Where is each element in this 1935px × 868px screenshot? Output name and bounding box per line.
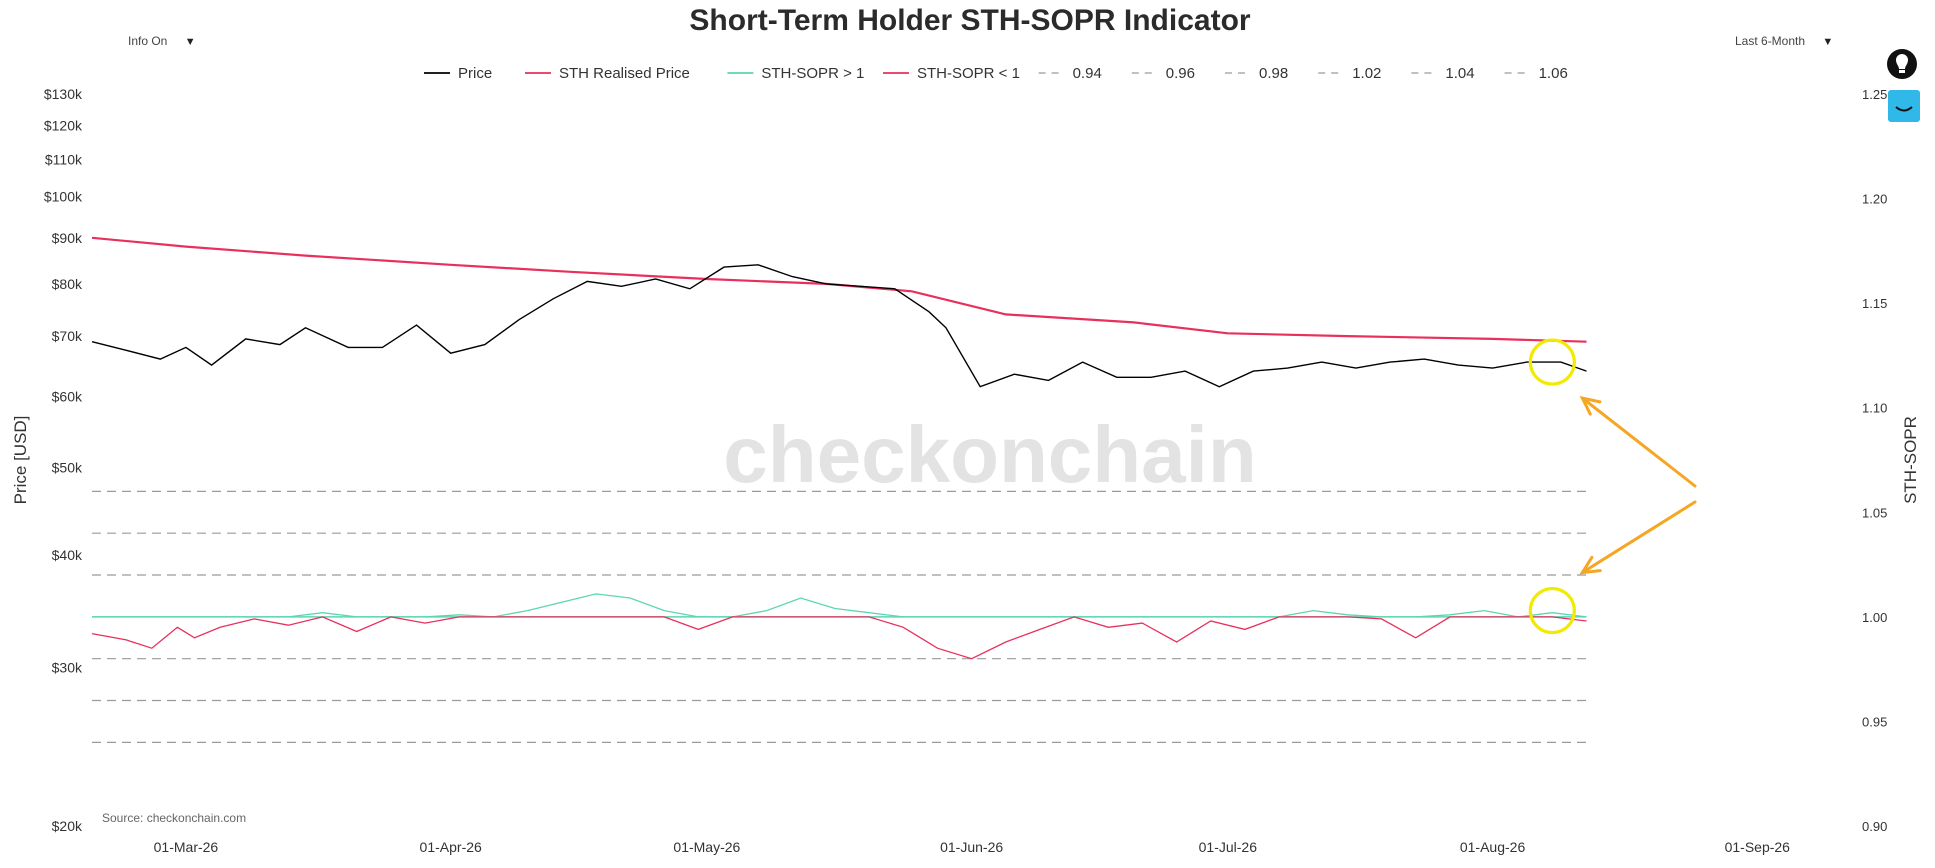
y-left-tick-label: $90k [52,230,83,246]
series-layer [91,236,1587,660]
y-left-tick-label: $50k [52,460,83,476]
chart-tools-icon[interactable] [1888,90,1920,122]
x-tick-label: 01-Apr-26 [420,839,482,855]
legend-item: STH-SOPR < 1 [883,65,1020,82]
legend-item: 0.96 [1131,65,1195,82]
y-left-tick-label: $110k [45,151,83,167]
y-right-tick-label: 1.00 [1862,610,1887,625]
chevron-down-icon: ▼ [184,36,196,48]
annotation-arrow [1580,396,1697,488]
y-left-tick-label: $80k [52,276,83,292]
info-dropdown[interactable]: Info On ▼ [128,34,196,48]
legend-label: STH Realised Price [559,65,690,82]
legend-label: 0.96 [1166,65,1195,82]
legend-label: 1.04 [1445,65,1474,82]
legend-label: 1.02 [1352,65,1381,82]
y-left-tick-label: $130k [44,86,83,102]
arrowhead [1579,395,1602,416]
legend-item: 1.06 [1504,65,1568,82]
range-dropdown-label: Last 6-Month [1735,34,1806,48]
arrowhead [1579,555,1602,575]
legend-label: STH-SOPR < 1 [917,65,1020,82]
y-right-tick-label: 1.25 [1862,87,1887,102]
legend-label: STH-SOPR > 1 [761,65,864,82]
x-tick-label: 01-May-26 [673,839,740,855]
annotations [1528,338,1697,635]
legend-label: 1.06 [1539,65,1568,82]
annotation-circle [1528,338,1576,386]
chart-title: Short-Term Holder STH-SOPR Indicator [689,4,1250,37]
y-left-tick-label: $30k [52,659,83,675]
y-left-tick-label: $100k [44,189,83,205]
legend-item: 0.94 [1038,65,1102,82]
right-y-axis: 0.90 0.95 1.00 1.05 1.10 1.15 1.20 1.25 [1862,87,1887,834]
y-left-tick-label: $120k [44,117,83,133]
x-tick-label: 01-Sep-26 [1725,839,1791,855]
legend-item: 1.02 [1318,65,1381,82]
price-line [91,264,1587,388]
source-label: Source: checkonchain.com [102,811,246,825]
y-right-tick-label: 0.95 [1862,714,1887,729]
legend-item: STH Realised Price [525,65,690,82]
watermark: checkonchain [723,410,1257,499]
y-left-label: Price [USD] [11,416,30,505]
sth-sopr-below-1-line [91,616,1587,660]
legend-item: 1.04 [1411,65,1475,82]
legend-item: 0.98 [1225,65,1288,82]
info-dropdown-label: Info On [128,34,168,48]
x-tick-label: 01-Aug-26 [1460,839,1526,855]
x-tick-label: 01-Jun-26 [940,839,1003,855]
annotation-circle [1528,586,1576,635]
legend-label: Price [458,65,492,82]
y-left-tick-label: $20k [52,818,83,834]
sth-realised-price-line [91,236,1587,343]
range-dropdown[interactable]: Last 6-Month ▼ [1735,34,1833,48]
x-tick-label: 01-Jul-26 [1199,839,1258,855]
legend-item: Price [424,65,492,82]
chevron-down-icon: ▼ [1822,36,1834,48]
y-right-tick-label: 1.10 [1862,401,1887,416]
y-right-tick-label: 1.05 [1862,505,1887,520]
checkonchain-logo-icon[interactable] [1886,48,1918,80]
legend: Price STH Realised Price STH-SOPR > 1 STH-S… [424,65,1568,82]
left-y-axis: $20k $30k $40k $50k $60k $70k $80k $90k $100k $11… [44,86,83,834]
y-right-tick-label: 1.20 [1862,192,1887,207]
legend-label: 0.98 [1259,65,1288,82]
x-tick-label: 01-Mar-26 [154,839,219,855]
annotation-arrow [1580,500,1697,575]
legend-label: 0.94 [1073,65,1102,82]
x-axis: 01-Mar-26 01-Apr-26 01-May-26 01-Jun-26 01-J… [154,839,1791,855]
y-right-tick-label: 1.15 [1862,296,1887,311]
y-right-tick-label: 0.90 [1862,819,1887,834]
y-right-label: STH-SOPR [1901,416,1920,504]
legend-item: STH-SOPR > 1 [727,65,864,82]
y-left-tick-label: $60k [52,388,83,404]
y-left-tick-label: $40k [52,547,83,563]
y-left-tick-label: $70k [52,328,83,344]
sth-sopr-above-1-line [92,593,1587,618]
